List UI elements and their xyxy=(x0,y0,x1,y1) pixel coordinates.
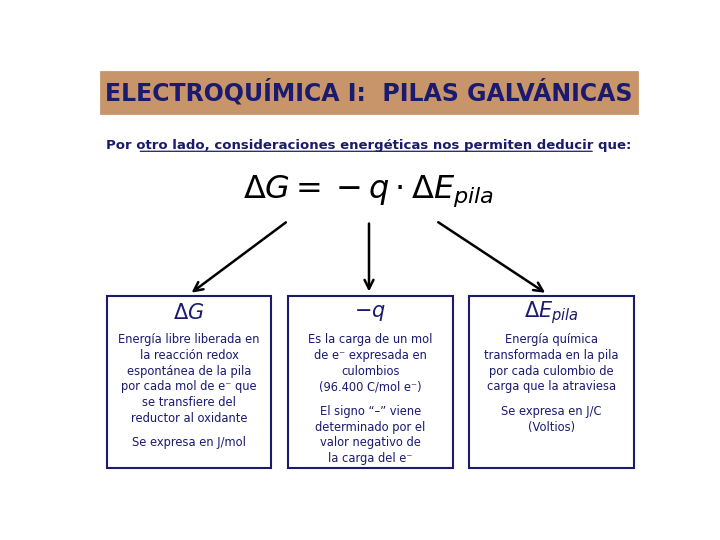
Text: por cada mol de e⁻ que: por cada mol de e⁻ que xyxy=(121,380,257,394)
Text: la reacción redox: la reacción redox xyxy=(140,349,238,362)
FancyBboxPatch shape xyxy=(469,295,634,468)
Text: Energía química: Energía química xyxy=(505,333,598,346)
Text: valor negativo de: valor negativo de xyxy=(320,436,420,449)
Text: determinado por el: determinado por el xyxy=(315,421,426,434)
Text: (96.400 C/mol e⁻): (96.400 C/mol e⁻) xyxy=(319,380,422,394)
Text: reductor al oxidante: reductor al oxidante xyxy=(131,412,247,425)
Text: $\Delta G = -q \cdot \Delta E_{pila}$: $\Delta G = -q \cdot \Delta E_{pila}$ xyxy=(243,174,495,210)
Text: Por otro lado, consideraciones energéticas nos permiten deducir que:: Por otro lado, consideraciones energétic… xyxy=(107,139,631,152)
Text: Energía libre liberada en: Energía libre liberada en xyxy=(118,333,260,346)
Text: culombios: culombios xyxy=(341,364,400,377)
Text: la carga del e⁻: la carga del e⁻ xyxy=(328,453,413,465)
Text: de e⁻ expresada en: de e⁻ expresada en xyxy=(314,349,427,362)
Text: ELECTROQUÍMICA I:  PILAS GALVÁNICAS: ELECTROQUÍMICA I: PILAS GALVÁNICAS xyxy=(105,79,633,105)
Text: Se expresa en J/C: Se expresa en J/C xyxy=(502,405,602,418)
Text: por cada culombio de: por cada culombio de xyxy=(490,364,614,377)
Text: se transfiere del: se transfiere del xyxy=(142,396,236,409)
Text: $\Delta G$: $\Delta G$ xyxy=(174,303,204,323)
Text: $- q$: $- q$ xyxy=(354,303,387,323)
FancyBboxPatch shape xyxy=(288,295,453,468)
FancyBboxPatch shape xyxy=(107,295,271,468)
Text: (Voltios): (Voltios) xyxy=(528,421,575,434)
FancyBboxPatch shape xyxy=(101,72,637,113)
Text: Es la carga de un mol: Es la carga de un mol xyxy=(308,333,433,346)
Text: espontánea de la pila: espontánea de la pila xyxy=(127,364,251,377)
Text: $\Delta E_{pila}$: $\Delta E_{pila}$ xyxy=(524,300,579,327)
Text: transformada en la pila: transformada en la pila xyxy=(485,349,619,362)
Text: El signo “–” viene: El signo “–” viene xyxy=(320,405,421,418)
Text: carga que la atraviesa: carga que la atraviesa xyxy=(487,380,616,394)
Text: Se expresa en J/mol: Se expresa en J/mol xyxy=(132,436,246,449)
